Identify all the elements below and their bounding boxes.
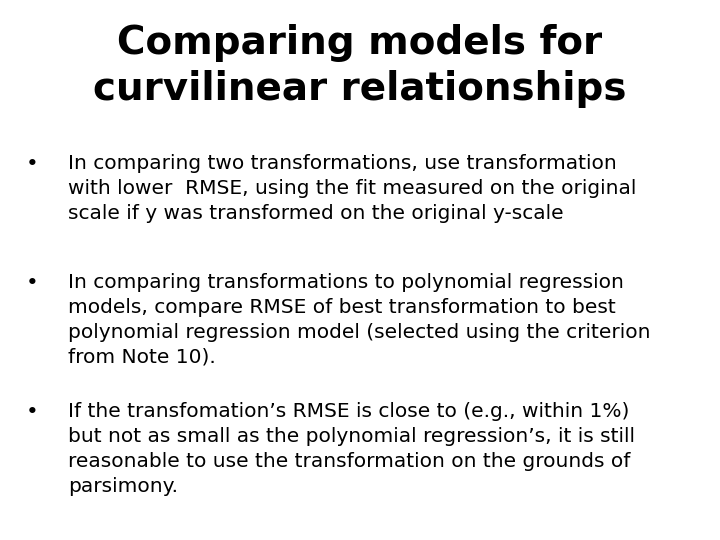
Text: •: • [26,402,39,422]
Text: •: • [26,273,39,293]
Text: •: • [26,154,39,174]
Text: If the transfomation’s RMSE is close to (e.g., within 1%)
but not as small as th: If the transfomation’s RMSE is close to … [68,402,635,496]
Text: Comparing models for: Comparing models for [117,24,603,62]
Text: In comparing transformations to polynomial regression
models, compare RMSE of be: In comparing transformations to polynomi… [68,273,651,367]
Text: In comparing two transformations, use transformation
with lower  RMSE, using the: In comparing two transformations, use tr… [68,154,636,223]
Text: curvilinear relationships: curvilinear relationships [94,70,626,108]
